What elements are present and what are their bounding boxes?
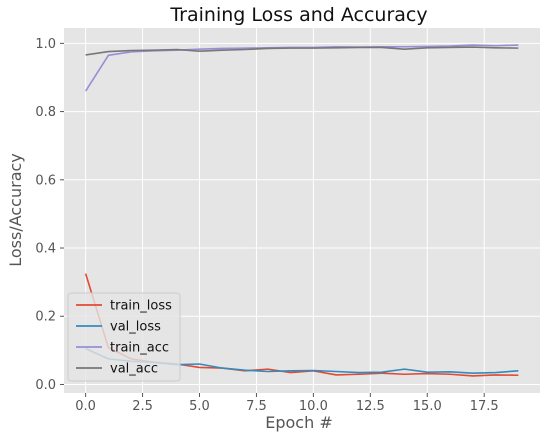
x-tick-label: 15.0 — [413, 399, 442, 414]
x-tick-label: 7.5 — [246, 399, 267, 414]
x-tick-label: 17.5 — [470, 399, 499, 414]
x-axis-label: Epoch # — [265, 413, 332, 432]
y-tick-label: 0.8 — [35, 105, 56, 120]
y-axis-ticks: 0.0 0.2 0.4 0.6 0.8 1.0 — [35, 37, 64, 393]
x-tick-label: 0.0 — [75, 399, 96, 414]
x-axis-ticks: 0.0 2.5 5.0 7.5 10.0 12.5 15.0 17.5 — [75, 393, 499, 414]
legend-label-train-loss: train_loss — [110, 299, 172, 314]
x-tick-label: 10.0 — [299, 399, 328, 414]
y-tick-label: 0.4 — [35, 242, 56, 257]
y-tick-label: 0.6 — [35, 173, 56, 188]
y-tick-label: 1.0 — [35, 37, 56, 52]
legend-box — [67, 292, 181, 382]
x-tick-label: 12.5 — [356, 399, 385, 414]
y-tick-label: 0.2 — [35, 310, 56, 325]
y-tick-label: 0.0 — [35, 378, 56, 393]
y-axis-label: Loss/Accuracy — [6, 153, 25, 267]
legend: train_loss val_loss train_acc val_acc — [67, 292, 181, 382]
legend-label-val-acc: val_acc — [110, 362, 158, 377]
grid-lines — [64, 28, 540, 393]
x-tick-label: 5.0 — [189, 399, 210, 414]
x-tick-label: 2.5 — [132, 399, 153, 414]
legend-label-train-acc: train_acc — [110, 341, 169, 356]
series-line-val-acc — [85, 46, 519, 56]
legend-label-val-loss: val_loss — [110, 320, 161, 335]
chart-title: Training Loss and Accuracy — [169, 4, 427, 26]
